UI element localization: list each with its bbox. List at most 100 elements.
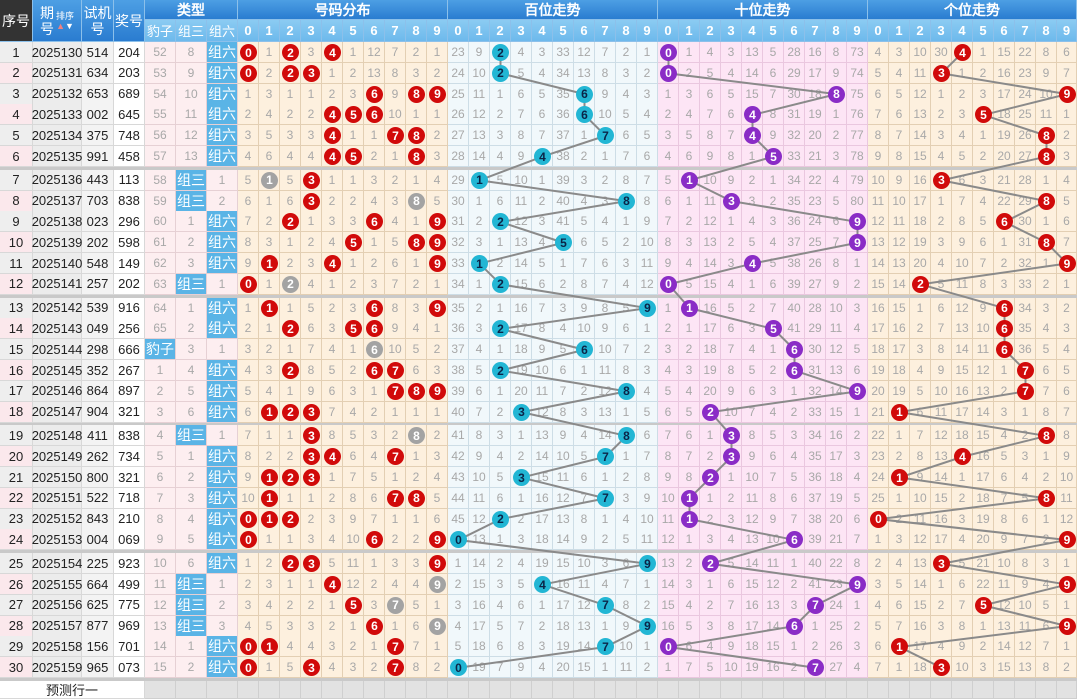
predict-cell[interactable] — [427, 680, 448, 699]
type-hit-badge: 组六 — [207, 83, 238, 105]
predict-cell[interactable] — [469, 680, 490, 699]
tens-cell: 20 — [805, 125, 826, 147]
predict-cell[interactable] — [176, 680, 207, 699]
predict-cell[interactable] — [406, 680, 427, 699]
predict-cell[interactable] — [910, 680, 931, 699]
tens-ball-1: 1 — [681, 299, 698, 317]
predict-cell[interactable] — [763, 680, 784, 699]
dist-ball-8: 8 — [408, 382, 425, 400]
tens-cell: 4 — [700, 42, 721, 64]
predict-cell[interactable] — [1015, 680, 1036, 699]
row-draw: 499 — [114, 574, 145, 596]
predict-cell[interactable] — [973, 680, 994, 699]
predict-cell[interactable] — [343, 680, 364, 699]
predict-cell[interactable] — [805, 680, 826, 699]
tens-cell: 31 — [805, 360, 826, 382]
tens-cell: 23 — [805, 190, 826, 212]
predict-cell[interactable] — [1036, 680, 1057, 699]
predict-cell[interactable] — [616, 680, 637, 699]
hundreds-cell: 16 — [469, 594, 490, 616]
hundreds-cell: 11 — [595, 360, 616, 382]
units-cell: 23 — [868, 446, 889, 468]
predict-cell[interactable] — [868, 680, 889, 699]
predict-cell[interactable] — [145, 680, 176, 699]
type-omission: 61 — [145, 232, 176, 254]
units-cell: 8 — [952, 615, 973, 637]
units-cell: 20 — [910, 253, 931, 275]
units-cell: 2 — [1036, 467, 1057, 489]
tens-cell: 79 — [847, 169, 868, 191]
sort-label: 排序 — [55, 10, 74, 21]
predict-cell[interactable] — [994, 680, 1015, 699]
tens-cell: 2 — [763, 360, 784, 382]
row-issue: 2025156 — [32, 594, 82, 616]
type-omission: 5 — [176, 529, 207, 551]
dist-ball-8: 8 — [408, 148, 425, 166]
dist-cell: 7 — [385, 273, 406, 295]
predict-cell[interactable] — [490, 680, 511, 699]
predict-cell[interactable] — [1057, 680, 1077, 699]
dist-cell: 8 — [385, 62, 406, 84]
row-issue: 2025139 — [32, 232, 82, 254]
predict-cell[interactable] — [784, 680, 805, 699]
units-cell: 32 — [1015, 253, 1036, 275]
row-seq: 16 — [0, 360, 33, 382]
type-hit-badge: 组六 — [207, 401, 238, 423]
predict-cell[interactable] — [448, 680, 469, 699]
tens-cell: 3 — [700, 615, 721, 637]
hundreds-cell: 15 — [574, 657, 595, 679]
sort-button[interactable]: 排序 ▲▼ — [56, 11, 74, 31]
predict-cell[interactable] — [301, 680, 322, 699]
tens-cell: 15 — [742, 83, 763, 105]
predict-cell[interactable] — [259, 680, 280, 699]
predict-cell[interactable] — [280, 680, 301, 699]
predict-cell[interactable] — [952, 680, 973, 699]
predict-cell[interactable] — [931, 680, 952, 699]
hundreds-cell: 2 — [616, 232, 637, 254]
tens-cell: 33 — [805, 401, 826, 423]
dist-ball-5: 5 — [345, 148, 362, 166]
hundreds-cell: 1 — [469, 273, 490, 295]
units-cell: 9 — [1057, 446, 1077, 468]
type-omission: 64 — [145, 297, 176, 319]
tens-cell: 41 — [805, 574, 826, 596]
predict-cell[interactable] — [658, 680, 679, 699]
predict-cell[interactable] — [532, 680, 553, 699]
hundreds-cell: 11 — [637, 529, 658, 551]
tens-cell: 18 — [700, 339, 721, 361]
row-seq: 5 — [0, 125, 33, 147]
predict-cell[interactable] — [700, 680, 721, 699]
tens-cell: 36 — [784, 211, 805, 233]
hundreds-cell: 3 — [448, 594, 469, 616]
predict-cell[interactable] — [553, 680, 574, 699]
header-issue[interactable]: 期号 排序 ▲▼ — [33, 0, 82, 42]
predict-cell[interactable] — [826, 680, 847, 699]
predict-cell[interactable] — [385, 680, 406, 699]
dist-ball-3: 3 — [303, 469, 320, 487]
predict-cell[interactable] — [637, 680, 658, 699]
header-tens-digit-7: 7 — [805, 20, 826, 42]
predict-cell[interactable] — [742, 680, 763, 699]
predict-cell[interactable] — [595, 680, 616, 699]
hundreds-cell: 10 — [574, 553, 595, 575]
predict-cell[interactable] — [322, 680, 343, 699]
predict-cell[interactable] — [721, 680, 742, 699]
dist-cell: 9 — [238, 467, 259, 489]
tens-cell: 2 — [847, 273, 868, 295]
predict-cell[interactable] — [238, 680, 259, 699]
predict-cell[interactable] — [511, 680, 532, 699]
predict-cell[interactable] — [364, 680, 385, 699]
predict-cell[interactable] — [889, 680, 910, 699]
hundreds-cell: 2 — [637, 657, 658, 679]
dist-ball-6: 6 — [366, 320, 383, 338]
row-draw: 210 — [114, 508, 145, 530]
predict-cell[interactable] — [847, 680, 868, 699]
dist-cell: 8 — [343, 487, 364, 509]
predict-cell[interactable] — [207, 680, 238, 699]
tens-cell: 16 — [658, 615, 679, 637]
predict-cell[interactable] — [679, 680, 700, 699]
units-cell: 7 — [952, 594, 973, 616]
predict-cell[interactable] — [574, 680, 595, 699]
row-trial: 625 — [82, 594, 114, 616]
row-seq: 21 — [0, 467, 33, 489]
